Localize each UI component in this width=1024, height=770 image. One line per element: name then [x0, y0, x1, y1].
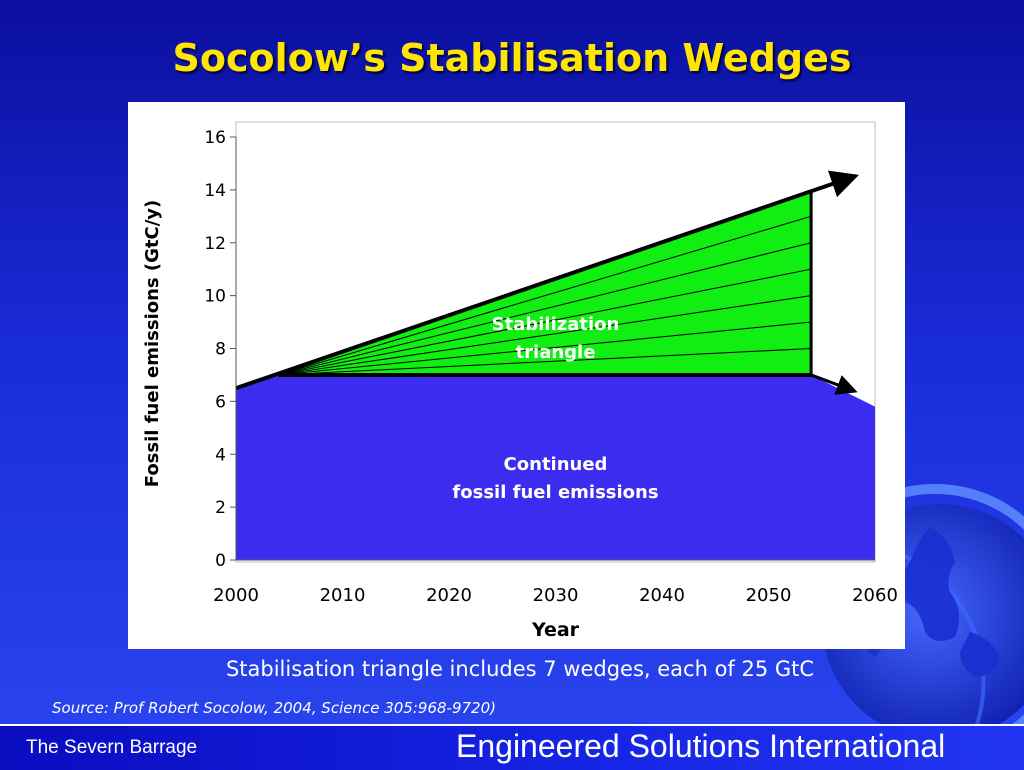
source-citation: Source: Prof Robert Socolow, 2004, Scien…: [52, 699, 496, 717]
wedge-divider: [278, 321, 812, 376]
continued-emissions-area: [236, 374, 875, 560]
x-axis-label: Year: [531, 619, 580, 641]
y-axis-ticks: 0 2 4 6 8 10 12 14 16: [204, 128, 236, 571]
y-tick-label: 10: [204, 287, 226, 307]
wedge-divider: [278, 242, 812, 376]
series-labels: Continued fossil fuel emissions Stabilizat…: [452, 314, 658, 503]
x-tick-label: 2050: [746, 585, 792, 606]
y-axis-label: Fossil fuel emissions (GtC/y): [142, 200, 163, 488]
x-tick-label: 2040: [639, 585, 685, 606]
x-tick-label: 2030: [533, 585, 579, 606]
footer-bar: The Severn Barrage Engineered Solutions …: [0, 724, 1024, 770]
x-tick-label: 2010: [320, 585, 366, 606]
wedge-divider: [278, 348, 812, 376]
y-tick-label: 16: [204, 128, 226, 148]
x-tick-label: 2020: [426, 585, 472, 606]
continued-emissions-label: Continued fossil fuel emissions: [452, 454, 658, 503]
y-tick-label: 8: [215, 340, 226, 360]
wedge-lines: [278, 215, 812, 376]
flat-path-arrow: [810, 373, 858, 395]
chart-caption: Stabilisation triangle includes 7 wedges…: [225, 657, 815, 681]
business-as-usual-arrow: [235, 170, 859, 391]
stabilization-triangle-label: Stabilization triangle: [492, 314, 620, 363]
wedge-divider: [278, 215, 812, 376]
chart-panel: 0 2 4 6 8 10 12 14 16 2000 2010 2020 2030 2040 2050 20…: [128, 102, 905, 649]
y-tick-label: 14: [204, 181, 226, 201]
wedge-divider: [278, 295, 812, 376]
slide-title: Socolow’s Stabilisation Wedges: [172, 36, 852, 80]
y-tick-label: 0: [215, 551, 226, 571]
x-tick-label: 2060: [852, 585, 898, 606]
footer-company-name: Engineered Solutions International: [456, 728, 946, 764]
x-tick-label: 2000: [213, 585, 259, 606]
y-tick-label: 6: [215, 392, 226, 412]
wedge-divider: [278, 268, 812, 376]
footer-presentation-title: The Severn Barrage: [26, 737, 198, 758]
y-tick-label: 12: [204, 234, 226, 254]
y-tick-label: 2: [215, 498, 226, 518]
y-tick-label: 4: [215, 445, 226, 465]
x-axis-ticks: 2000 2010 2020 2030 2040 2050 2060: [213, 585, 898, 606]
